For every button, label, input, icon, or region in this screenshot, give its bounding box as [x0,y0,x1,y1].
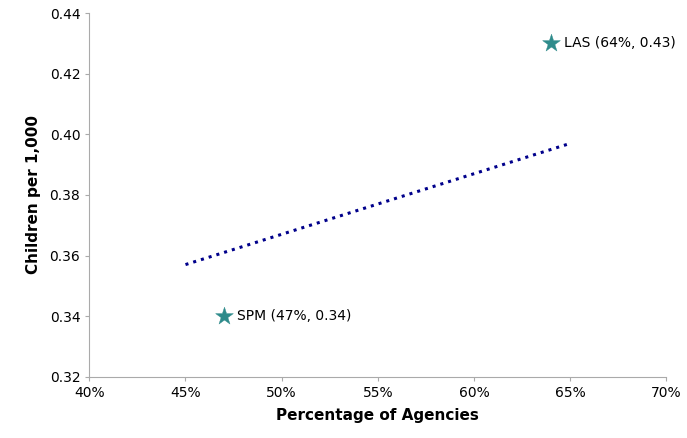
Point [545,40,556,47]
Point [218,313,229,320]
X-axis label: Percentage of Agencies: Percentage of Agencies [276,408,480,423]
Y-axis label: Children per 1,000: Children per 1,000 [26,115,41,275]
Text: LAS (64%, 0.43): LAS (64%, 0.43) [565,36,676,50]
Text: SPM (47%, 0.34): SPM (47%, 0.34) [238,309,352,323]
